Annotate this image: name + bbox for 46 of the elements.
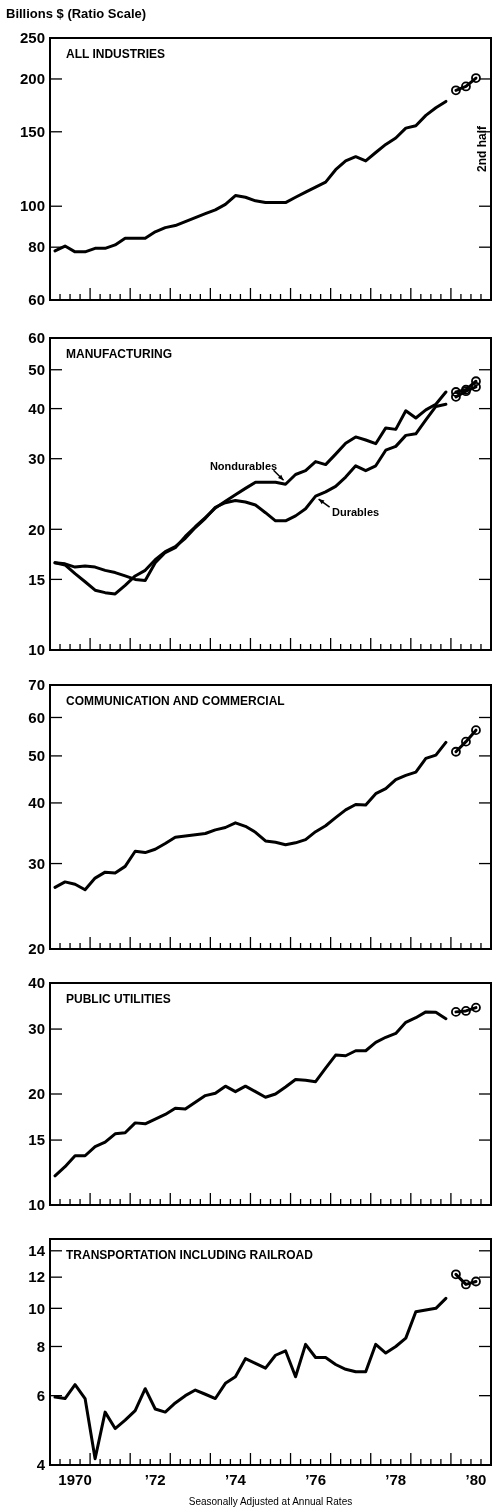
x-tick-label: 1970 [58, 1471, 92, 1488]
y-tick-label: 15 [28, 1131, 45, 1149]
text: MANUFACTURING [66, 347, 172, 361]
y-tick-label: 6 [36, 1386, 45, 1404]
y-tick-label: 30 [28, 449, 45, 467]
y-tick-label: 60 [28, 708, 45, 726]
text: TRANSPORTATION INCLUDING RAILROAD [66, 1248, 314, 1262]
y-tick-label: 80 [28, 238, 45, 256]
text: PUBLIC UTILITIES [66, 992, 171, 1006]
y-tick-label: 150 [19, 123, 45, 141]
y-tick-label: 12 [28, 1268, 45, 1286]
y-tick-label: 60 [28, 291, 45, 309]
text: COMMUNICATION AND COMMERCIAL [66, 694, 285, 708]
x-tick-label: ’76 [305, 1471, 327, 1488]
y-tick-label: 50 [28, 747, 45, 765]
y-tick-label: 4 [36, 1456, 46, 1474]
y-axis-title: Billions $ (Ratio Scale) [6, 6, 147, 21]
y-tick-label: 40 [28, 399, 45, 417]
x-tick-label: ’72 [144, 1471, 166, 1488]
y-tick-label: 8 [36, 1337, 45, 1355]
y-tick-label: 30 [28, 1020, 45, 1038]
y-tick-label: 30 [28, 854, 45, 872]
y-tick-label: 10 [28, 1196, 45, 1214]
x-tick-label: ’74 [224, 1471, 247, 1488]
y-tick-label: 40 [28, 794, 45, 812]
series-label: Nondurables [209, 460, 278, 473]
y-tick-label: 70 [28, 676, 45, 694]
y-tick-label: 20 [28, 940, 45, 958]
y-tick-label: 14 [28, 1242, 46, 1260]
y-tick-label: 15 [28, 570, 45, 588]
x-axis-title: Seasonally Adjusted at Annual Rates [188, 1496, 353, 1507]
y-tick-label: 60 [28, 329, 45, 347]
y-tick-label: 20 [28, 1085, 45, 1103]
y-tick-label: 20 [28, 520, 45, 538]
y-tick-label: 250 [19, 29, 45, 47]
x-tick-label: ’80 [465, 1471, 487, 1488]
y-tick-label: 40 [28, 974, 45, 992]
legend-label: Durables [332, 506, 380, 519]
y-tick-label: 10 [28, 641, 45, 659]
y-tick-label: 200 [19, 70, 45, 88]
x-tick-label: ’78 [385, 1471, 407, 1488]
y-tick-label: 50 [28, 361, 45, 378]
annotation: 2nd half [475, 125, 490, 173]
y-tick-label: 100 [19, 197, 45, 215]
y-tick-label: 10 [28, 1299, 45, 1317]
text: ALL INDUSTRIES [66, 47, 166, 61]
